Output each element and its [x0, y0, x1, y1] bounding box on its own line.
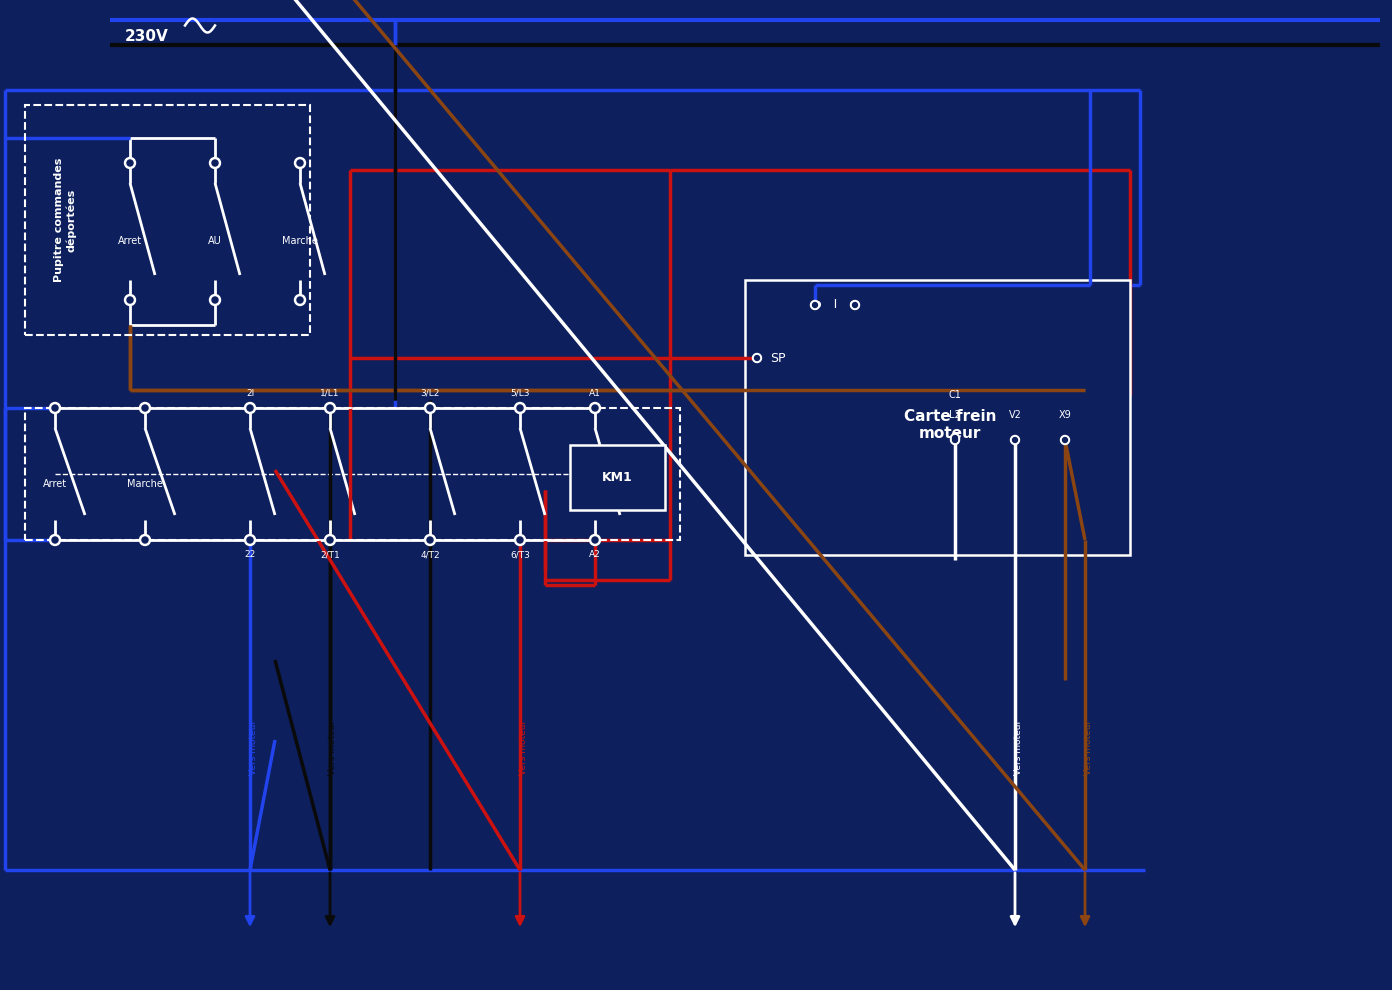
- Text: KM1: KM1: [601, 471, 632, 484]
- Circle shape: [425, 535, 436, 545]
- Circle shape: [52, 405, 58, 411]
- Circle shape: [127, 297, 134, 303]
- Text: V2: V2: [1009, 410, 1022, 420]
- Text: C1: C1: [948, 390, 962, 400]
- Text: Carte frein
moteur: Carte frein moteur: [903, 409, 997, 442]
- Bar: [745, 280, 1130, 555]
- Bar: [25, 105, 310, 335]
- Circle shape: [952, 438, 958, 443]
- Circle shape: [1011, 436, 1019, 445]
- Circle shape: [589, 403, 600, 414]
- Text: 6/T3: 6/T3: [509, 550, 530, 559]
- Text: 4/T2: 4/T2: [420, 550, 440, 559]
- Circle shape: [296, 297, 303, 303]
- Circle shape: [851, 301, 859, 310]
- Text: Arret: Arret: [118, 237, 142, 247]
- Circle shape: [589, 535, 600, 545]
- Text: o   I   o: o I o: [813, 299, 856, 312]
- Circle shape: [425, 403, 436, 414]
- Text: 3/L2: 3/L2: [420, 389, 440, 398]
- Text: Vers moteur: Vers moteur: [1083, 720, 1093, 775]
- Circle shape: [592, 537, 599, 544]
- Circle shape: [295, 157, 305, 168]
- Circle shape: [515, 403, 526, 414]
- Circle shape: [516, 405, 523, 411]
- Circle shape: [1061, 436, 1069, 445]
- Circle shape: [1062, 438, 1068, 443]
- Circle shape: [246, 537, 253, 544]
- Circle shape: [52, 537, 58, 544]
- Circle shape: [139, 535, 150, 545]
- Circle shape: [327, 537, 333, 544]
- Circle shape: [813, 303, 817, 308]
- Circle shape: [1012, 438, 1018, 443]
- Text: 5/L3: 5/L3: [511, 389, 530, 398]
- Circle shape: [212, 297, 219, 303]
- Bar: [25, 408, 681, 540]
- Text: L2: L2: [949, 410, 960, 420]
- Text: SP: SP: [770, 351, 785, 364]
- Text: Pupitre commandes
déportées: Pupitre commandes déportées: [54, 157, 77, 282]
- Circle shape: [324, 403, 335, 414]
- Bar: [569, 445, 665, 510]
- Circle shape: [327, 405, 333, 411]
- Text: X9: X9: [1059, 410, 1072, 420]
- Text: AU: AU: [209, 237, 221, 247]
- Text: Vers moteur: Vers moteur: [1013, 720, 1023, 775]
- Circle shape: [951, 434, 959, 443]
- Circle shape: [124, 157, 135, 168]
- Circle shape: [296, 160, 303, 166]
- Text: Marche: Marche: [127, 479, 163, 489]
- Circle shape: [210, 294, 220, 306]
- Circle shape: [212, 160, 219, 166]
- Circle shape: [50, 535, 60, 545]
- Circle shape: [245, 535, 256, 545]
- Circle shape: [295, 294, 305, 306]
- Text: A2: A2: [589, 550, 601, 559]
- Circle shape: [592, 405, 599, 411]
- Circle shape: [852, 303, 857, 308]
- Text: A1: A1: [589, 389, 601, 398]
- Circle shape: [245, 403, 256, 414]
- Circle shape: [127, 160, 134, 166]
- Text: Vers moteur: Vers moteur: [249, 720, 258, 775]
- Circle shape: [753, 353, 761, 362]
- Circle shape: [142, 405, 148, 411]
- Circle shape: [515, 535, 526, 545]
- Circle shape: [246, 405, 253, 411]
- Circle shape: [754, 355, 760, 360]
- Text: Arret: Arret: [43, 479, 67, 489]
- Text: Vers moteur: Vers moteur: [518, 720, 528, 775]
- Text: 230V: 230V: [125, 29, 168, 44]
- Text: 2I: 2I: [246, 389, 255, 398]
- Circle shape: [427, 405, 433, 411]
- Circle shape: [427, 537, 433, 544]
- Text: Vers moteur: Vers moteur: [329, 720, 337, 775]
- Text: 2/T1: 2/T1: [320, 550, 340, 559]
- Circle shape: [952, 436, 958, 441]
- Circle shape: [50, 403, 60, 414]
- Text: 1/L1: 1/L1: [320, 389, 340, 398]
- Circle shape: [142, 537, 148, 544]
- Circle shape: [516, 537, 523, 544]
- Text: Marche: Marche: [283, 237, 317, 247]
- Circle shape: [324, 535, 335, 545]
- Text: 22: 22: [245, 550, 256, 559]
- Circle shape: [139, 403, 150, 414]
- Circle shape: [210, 157, 220, 168]
- Circle shape: [951, 436, 959, 445]
- Circle shape: [124, 294, 135, 306]
- Circle shape: [810, 301, 820, 310]
